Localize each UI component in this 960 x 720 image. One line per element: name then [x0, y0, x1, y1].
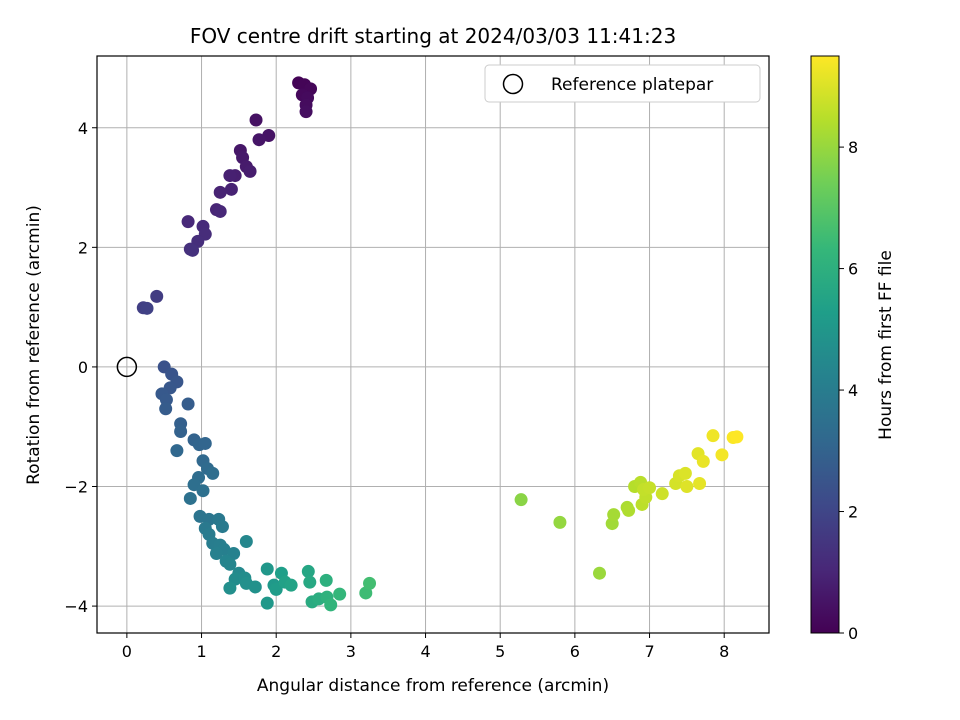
data-point: [319, 573, 333, 587]
data-point: [223, 557, 237, 571]
data-point: [209, 546, 223, 560]
data-point: [183, 491, 197, 505]
data-point: [186, 243, 200, 257]
y-tick-label: 2: [78, 238, 88, 257]
x-tick-label: 8: [719, 642, 729, 661]
colorbar-tick-label: 6: [848, 260, 858, 279]
data-point: [150, 289, 164, 303]
colorbar-label: Hours from first FF file: [876, 250, 896, 440]
data-point: [284, 578, 298, 592]
data-point: [269, 582, 283, 596]
data-point: [301, 564, 315, 578]
data-point: [170, 444, 184, 458]
legend-entry-reference: Reference platepar: [551, 75, 713, 95]
data-point: [196, 484, 210, 498]
data-point: [696, 454, 710, 468]
data-point: [514, 493, 528, 507]
data-point: [181, 397, 195, 411]
legend-reference-marker: [502, 73, 524, 95]
colorbar-ticks: 0 2 4 6 8: [839, 138, 858, 643]
data-point: [693, 477, 707, 491]
data-point: [224, 182, 238, 196]
colorbar-tick-label: 2: [848, 503, 858, 522]
data-point: [593, 566, 607, 580]
colorbar-tick-label: 4: [848, 381, 858, 400]
data-point: [213, 185, 227, 199]
x-tick-label: 5: [495, 642, 505, 661]
data-point: [198, 436, 212, 450]
reference-platepar-marker: [116, 356, 138, 378]
data-point: [730, 430, 744, 444]
grid: [97, 56, 769, 633]
y-axis-label: Rotation from reference (arcmin): [24, 205, 44, 485]
data-point: [223, 581, 237, 595]
legend: Reference platepar: [484, 64, 761, 103]
data-point: [140, 301, 154, 315]
x-tick-label: 1: [196, 642, 206, 661]
x-tick-label: 0: [122, 642, 132, 661]
x-tick-label: 3: [346, 642, 356, 661]
y-tick-label: −4: [64, 597, 88, 616]
data-point: [333, 587, 347, 601]
data-point: [260, 596, 274, 610]
y-axis-ticks: −4 −2 0 2 4: [64, 119, 97, 616]
data-point: [324, 598, 338, 612]
data-point: [215, 520, 229, 534]
data-point: [680, 480, 694, 494]
legend-box: [484, 64, 761, 103]
y-tick-label: 4: [78, 119, 88, 138]
x-axis-ticks: 0 1 2 3 4 5 6 7 8: [122, 633, 729, 661]
data-point: [643, 481, 657, 495]
data-point: [252, 133, 266, 147]
data-point: [607, 508, 621, 522]
x-axis-label: Angular distance from reference (arcmin): [257, 676, 609, 696]
colorbar: [810, 55, 840, 634]
data-point: [213, 204, 227, 218]
data-point: [303, 575, 317, 589]
plot-frame: [96, 55, 770, 634]
y-tick-label: −2: [64, 478, 88, 497]
reference-marker-layer: [116, 356, 138, 378]
x-tick-label: 2: [271, 642, 281, 661]
data-point: [243, 164, 257, 178]
data-point: [363, 576, 377, 590]
data-point: [655, 487, 669, 501]
chart-title: FOV centre drift starting at 2024/03/03 …: [190, 24, 676, 48]
data-point: [260, 562, 274, 576]
data-point: [249, 113, 263, 127]
colorbar-tick-label: 8: [848, 138, 858, 157]
data-point: [223, 169, 237, 183]
x-tick-label: 6: [570, 642, 580, 661]
data-point: [181, 215, 195, 229]
colorbar-tick-label: 0: [848, 624, 858, 643]
data-point: [159, 402, 173, 416]
y-tick-label: 0: [78, 358, 88, 377]
data-point: [553, 515, 567, 529]
x-tick-label: 7: [644, 642, 654, 661]
data-point: [678, 466, 692, 480]
x-tick-label: 4: [420, 642, 430, 661]
data-point: [262, 129, 276, 143]
data-point: [706, 429, 720, 443]
data-point: [174, 424, 188, 438]
data-point: [299, 105, 313, 119]
data-point: [239, 535, 253, 549]
data-point: [248, 580, 262, 594]
data-point: [715, 448, 729, 462]
data-point: [622, 503, 636, 517]
data-point: [206, 466, 220, 480]
scatter-points: [136, 76, 744, 612]
